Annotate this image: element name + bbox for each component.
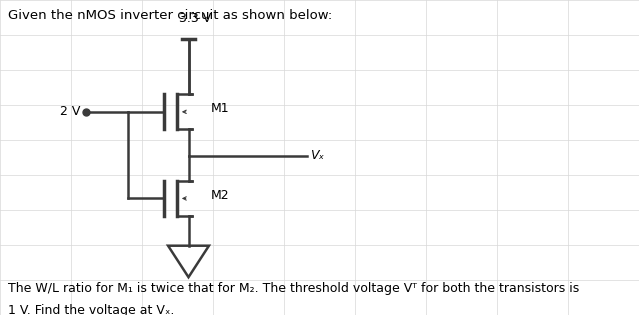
Text: Vₓ: Vₓ (310, 149, 324, 163)
Text: M2: M2 (211, 189, 229, 202)
Text: 3.3 V: 3.3 V (179, 12, 211, 25)
Text: M1: M1 (211, 102, 229, 115)
Text: Given the nMOS inverter circuit as shown below:: Given the nMOS inverter circuit as shown… (8, 9, 332, 22)
Text: 2 V: 2 V (59, 105, 80, 118)
Text: The W/L ratio for M₁ is twice that for M₂. The threshold voltage Vᵀ for both the: The W/L ratio for M₁ is twice that for M… (8, 282, 579, 295)
Text: 1 V. Find the voltage at Vₓ.: 1 V. Find the voltage at Vₓ. (8, 304, 174, 315)
